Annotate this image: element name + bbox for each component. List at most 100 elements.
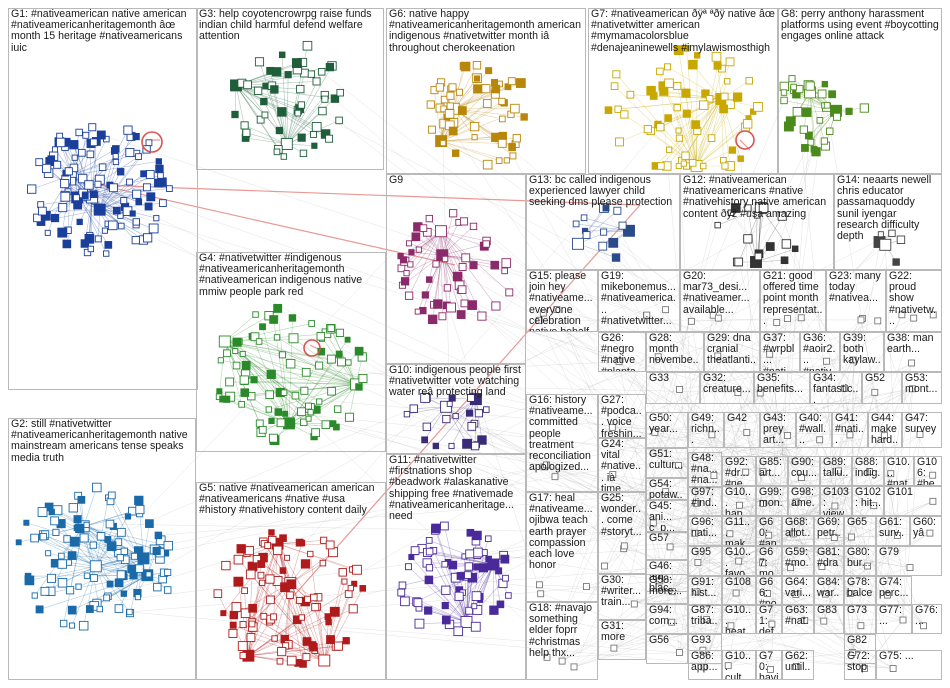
node xyxy=(467,422,477,431)
node xyxy=(239,621,247,629)
node xyxy=(276,418,286,428)
group-g103: G103: view... xyxy=(820,486,852,516)
node xyxy=(499,115,506,123)
edge xyxy=(441,255,462,315)
edge xyxy=(440,140,500,161)
group-g6: G6: native happy #nativeamericanheritage… xyxy=(386,8,586,174)
node xyxy=(675,127,682,134)
group-label-g24: G24: vital #native... ià time... xyxy=(601,438,642,492)
edge xyxy=(887,473,892,596)
edge xyxy=(613,536,852,649)
node xyxy=(765,242,775,251)
node xyxy=(467,394,475,402)
group-g31: G31: more xyxy=(598,620,646,660)
edge xyxy=(877,320,933,476)
edge xyxy=(434,90,442,142)
group-label-g1: G1: #nativeamerican native american #nat… xyxy=(11,8,190,54)
group-label-g15: G15: please join hey #nativeame... every… xyxy=(529,270,593,331)
node xyxy=(448,442,455,450)
node xyxy=(260,612,268,620)
node xyxy=(327,324,335,332)
group-g101: G101 xyxy=(884,486,942,516)
node xyxy=(311,142,318,149)
node xyxy=(326,635,335,644)
edge xyxy=(762,562,888,596)
edge xyxy=(63,526,84,624)
node xyxy=(666,146,673,153)
edge xyxy=(665,491,835,507)
edge xyxy=(746,432,839,472)
node xyxy=(134,495,144,506)
node xyxy=(317,68,326,76)
node xyxy=(239,375,249,385)
group-label-g62: G62: until... xyxy=(785,650,811,680)
node xyxy=(57,578,68,588)
group-label-g5: G5: native #nativeamerican american #nat… xyxy=(199,482,378,517)
node xyxy=(83,248,92,257)
edge xyxy=(235,85,314,135)
edge xyxy=(679,105,825,653)
node xyxy=(452,412,459,420)
edge xyxy=(624,545,737,594)
edge xyxy=(767,567,791,594)
node xyxy=(239,350,246,357)
node xyxy=(456,572,465,580)
edge xyxy=(93,261,757,546)
node xyxy=(120,590,128,597)
edge xyxy=(277,543,307,658)
edge xyxy=(612,244,886,475)
group-label-g97: G97: #ind... xyxy=(691,486,717,516)
group-g33: G33 xyxy=(646,372,700,404)
node xyxy=(77,148,86,157)
node xyxy=(508,143,516,152)
node xyxy=(145,571,152,578)
node xyxy=(163,586,172,594)
node xyxy=(714,314,722,322)
node xyxy=(845,107,853,115)
edge xyxy=(809,92,817,152)
group-g28: G28: month novembe... xyxy=(646,332,704,372)
edge xyxy=(224,341,264,430)
group-g57: G57 xyxy=(646,532,688,560)
node xyxy=(154,531,163,540)
node xyxy=(602,204,610,212)
node xyxy=(47,155,56,163)
node xyxy=(572,237,584,250)
edge xyxy=(471,426,763,472)
edge xyxy=(737,392,802,478)
group-label-g79: G79 xyxy=(879,546,900,558)
group-label-g75: G75: ... xyxy=(879,650,914,662)
edge xyxy=(659,71,697,504)
edge xyxy=(586,586,865,669)
group-label-g16: G16: history #nativeame... committed peo… xyxy=(529,394,596,474)
node xyxy=(318,106,327,116)
node xyxy=(77,495,86,504)
node xyxy=(254,57,265,67)
group-g18: G18: #navajo something elder foprr #chri… xyxy=(526,602,598,680)
node xyxy=(85,605,94,613)
group-label-g94: G94: com... xyxy=(649,604,678,628)
node xyxy=(67,605,77,615)
edge xyxy=(252,471,870,623)
node xyxy=(459,217,469,226)
edge xyxy=(276,337,357,385)
group-g14: G14: neaarts newell chris educator passa… xyxy=(834,174,942,270)
node xyxy=(273,303,283,313)
group-label-g53: G53: mont... xyxy=(905,372,938,396)
group-label-g42: G42 xyxy=(727,412,748,424)
node xyxy=(358,373,368,383)
group-g106: G106: #be... xyxy=(914,456,942,486)
edge xyxy=(248,606,318,656)
node xyxy=(896,235,906,244)
node xyxy=(268,433,278,443)
edge xyxy=(697,537,835,563)
node xyxy=(477,435,487,445)
node xyxy=(86,150,95,159)
node xyxy=(220,610,227,617)
edge xyxy=(428,579,467,623)
edge xyxy=(678,434,713,466)
edge xyxy=(730,535,769,626)
node xyxy=(60,191,71,202)
node xyxy=(298,614,305,621)
group-g60b: G60: yâ xyxy=(910,516,942,546)
